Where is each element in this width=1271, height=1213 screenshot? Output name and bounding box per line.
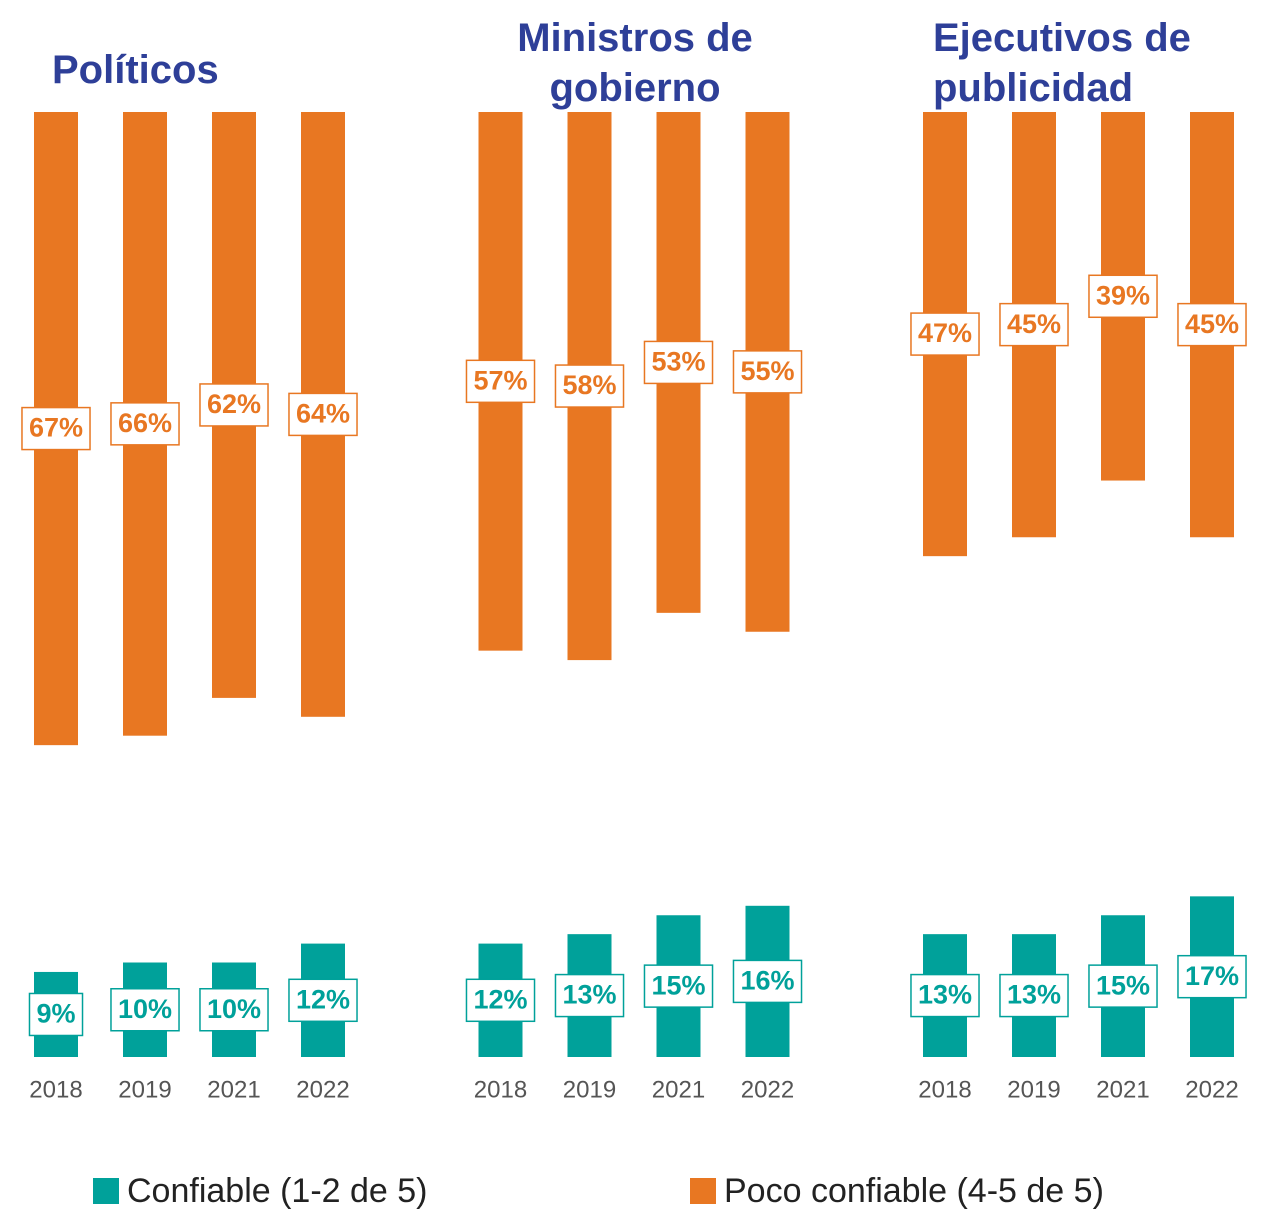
value-label-box (643, 964, 714, 1008)
x-tick-label: 2021 (652, 1076, 705, 1103)
panel-title: Políticos (52, 48, 219, 92)
value-label-box (910, 312, 980, 356)
x-tick-label: 2022 (741, 1076, 794, 1103)
value-label: 16% (740, 966, 794, 996)
x-tick-label: 2021 (207, 1076, 260, 1103)
value-label-box (732, 959, 803, 1004)
x-tick-label: 2019 (1007, 1076, 1060, 1103)
value-label-box (1088, 964, 1158, 1008)
value-label-box (288, 392, 358, 437)
value-label: 9% (36, 999, 75, 1029)
value-label-box (1088, 274, 1158, 319)
legend-swatch (690, 1178, 716, 1204)
x-tick-label: 2019 (118, 1076, 171, 1103)
value-label: 57% (473, 365, 527, 395)
value-label: 15% (1096, 970, 1150, 1000)
value-label: 17% (1185, 961, 1239, 991)
value-label: 39% (1096, 280, 1150, 310)
x-tick-label: 2022 (1185, 1076, 1238, 1103)
x-tick-label: 2022 (296, 1076, 349, 1103)
value-label-box (110, 402, 180, 446)
value-label-box (465, 978, 536, 1023)
value-label: 45% (1185, 309, 1239, 339)
value-label: 67% (29, 413, 83, 443)
value-label: 66% (118, 408, 172, 438)
value-label-box (1177, 954, 1247, 999)
value-label-box (110, 988, 180, 1032)
value-label-box (643, 340, 714, 385)
value-label: 64% (296, 399, 350, 429)
value-label: 58% (562, 370, 616, 400)
value-label-box (28, 992, 84, 1037)
value-label-box (465, 359, 536, 404)
legend-label: Poco confiable (4-5 de 5) (724, 1172, 1104, 1210)
value-label: 62% (207, 389, 261, 419)
value-label-box (199, 988, 269, 1032)
legend-swatch (93, 1178, 119, 1204)
panel-title: Ejecutivos de publicidad (933, 16, 1191, 110)
value-label: 13% (562, 980, 616, 1010)
value-label-box (999, 973, 1069, 1018)
value-label-box (910, 973, 980, 1018)
value-label: 45% (1007, 309, 1061, 339)
value-label: 12% (296, 984, 350, 1014)
value-label-box (554, 973, 625, 1018)
x-tick-label: 2018 (918, 1076, 971, 1103)
value-label: 10% (207, 994, 261, 1024)
value-label-box (199, 383, 269, 427)
x-tick-label: 2018 (29, 1076, 82, 1103)
value-label-box (1177, 302, 1247, 347)
value-label: 13% (1007, 980, 1061, 1010)
x-tick-label: 2019 (563, 1076, 616, 1103)
legend-label: Confiable (1-2 de 5) (127, 1172, 428, 1210)
value-label: 13% (918, 980, 972, 1010)
panel-title: Ministros de gobierno (517, 16, 753, 110)
value-label: 53% (651, 347, 705, 377)
value-label: 10% (118, 994, 172, 1024)
value-label-box (999, 302, 1069, 347)
value-label-box (288, 978, 358, 1023)
value-label: 12% (473, 984, 527, 1014)
value-label-box (21, 406, 91, 451)
x-tick-label: 2021 (1096, 1076, 1149, 1103)
value-label: 47% (918, 318, 972, 348)
value-label: 55% (740, 356, 794, 386)
value-label-box (554, 364, 625, 408)
value-label-box (732, 350, 803, 394)
value-label: 15% (651, 970, 705, 1000)
x-tick-label: 2018 (474, 1076, 527, 1103)
